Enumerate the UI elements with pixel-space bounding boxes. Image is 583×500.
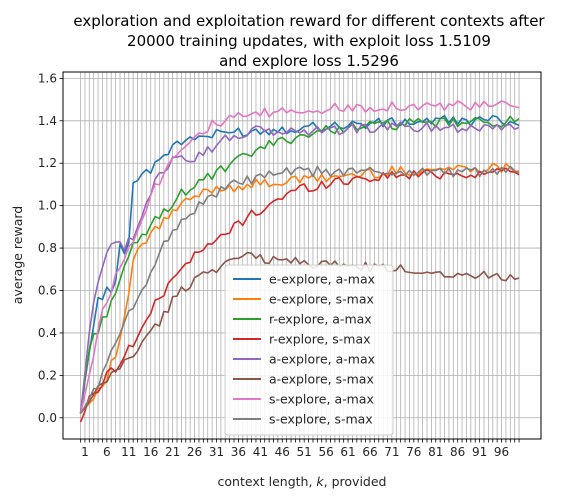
y-tick-label: 0.0 bbox=[38, 411, 57, 425]
legend-label: a-explore, s-max bbox=[269, 372, 374, 387]
y-tick-label: 0.2 bbox=[38, 368, 57, 382]
series-line-4 bbox=[79, 121, 520, 414]
legend-label: e-explore, s-max bbox=[269, 292, 374, 307]
chart-title-line-2: 20000 training updates, with exploit los… bbox=[127, 32, 491, 50]
y-axis-label: average reward bbox=[10, 206, 25, 304]
legend-label: r-explore, s-max bbox=[269, 332, 371, 347]
x-tick-label: 16 bbox=[143, 445, 158, 459]
y-tick-label: 1.4 bbox=[38, 114, 57, 128]
x-tick-label: 51 bbox=[297, 445, 312, 459]
x-tick-label: 56 bbox=[318, 445, 333, 459]
series-line-2 bbox=[79, 115, 520, 414]
x-tick-label: 71 bbox=[384, 445, 399, 459]
x-tick-label: 21 bbox=[165, 445, 180, 459]
y-tick-label: 1.0 bbox=[38, 199, 57, 213]
x-tick-label: 91 bbox=[472, 445, 487, 459]
x-tick-label: 36 bbox=[231, 445, 246, 459]
x-tick-label: 31 bbox=[209, 445, 224, 459]
y-tick-label: 1.2 bbox=[38, 156, 57, 170]
y-tick-label: 0.8 bbox=[38, 241, 57, 255]
x-tick-label: 41 bbox=[253, 445, 268, 459]
x-tick-label: 66 bbox=[362, 445, 377, 459]
x-tick-label: 96 bbox=[494, 445, 509, 459]
legend-box bbox=[224, 264, 394, 436]
y-tick-label: 1.6 bbox=[38, 71, 57, 85]
y-axis-ticks: 0.0 0.2 0.4 0.6 0.8 1.0 1.2 1.4 1.6 bbox=[38, 71, 63, 425]
x-tick-label: 86 bbox=[450, 445, 465, 459]
series-line-7 bbox=[79, 165, 520, 414]
legend: e-explore, a-max e-explore, s-max r-explor… bbox=[224, 264, 394, 436]
chart-title: exploration and exploitation reward for … bbox=[73, 12, 545, 70]
x-axis-label-k: k bbox=[316, 474, 324, 489]
x-tick-label: 6 bbox=[103, 445, 111, 459]
y-tick-label: 0.4 bbox=[38, 326, 57, 340]
y-tick-label: 0.6 bbox=[38, 284, 57, 298]
x-tick-label: 81 bbox=[428, 445, 443, 459]
chart-title-line-3: and explore loss 1.5296 bbox=[219, 52, 399, 70]
x-tick-label: 1 bbox=[81, 445, 89, 459]
x-tick-label: 11 bbox=[121, 445, 136, 459]
series-line-1 bbox=[79, 162, 520, 415]
x-tick-label: 61 bbox=[340, 445, 355, 459]
x-axis-ticks: 1 6 11 16 21 26 31 36 41 46 51 56 61 66 71 76 81 86 91 96 bbox=[80, 439, 520, 459]
legend-label: s-explore, s-max bbox=[269, 412, 373, 427]
legend-label: s-explore, a-max bbox=[269, 392, 374, 407]
series-line-0 bbox=[79, 114, 520, 414]
chart-title-line-1: exploration and exploitation reward for … bbox=[73, 12, 545, 30]
x-tick-label: 46 bbox=[275, 445, 290, 459]
series-line-5 bbox=[79, 251, 520, 415]
x-tick-label: 26 bbox=[187, 445, 202, 459]
legend-label: r-explore, a-max bbox=[269, 312, 372, 327]
x-tick-label: 76 bbox=[406, 445, 421, 459]
x-axis-label-pre: context length, bbox=[218, 474, 317, 489]
legend-label: e-explore, a-max bbox=[269, 272, 375, 287]
series-line-6 bbox=[79, 100, 520, 414]
x-axis-label-post: , provided bbox=[324, 474, 387, 489]
grid bbox=[63, 72, 541, 439]
plot-frame bbox=[62, 71, 542, 440]
legend-label: a-explore, a-max bbox=[269, 352, 375, 367]
x-axis-label: context length, k, provided bbox=[218, 474, 387, 489]
series-lines bbox=[79, 100, 520, 423]
